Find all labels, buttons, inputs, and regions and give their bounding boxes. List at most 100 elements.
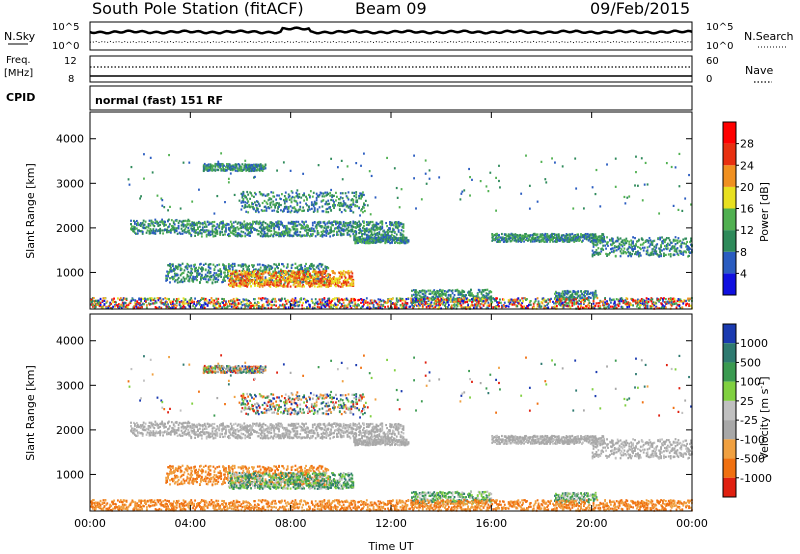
power-cell bbox=[244, 281, 247, 284]
power-cell bbox=[91, 304, 94, 307]
power-cell bbox=[380, 299, 383, 303]
power-cell bbox=[260, 164, 263, 167]
power-cell bbox=[252, 226, 254, 230]
power-cell bbox=[244, 235, 247, 238]
power-cell bbox=[330, 282, 333, 285]
power-cell bbox=[335, 221, 337, 225]
power-cell bbox=[288, 277, 291, 280]
power-cell bbox=[671, 245, 674, 248]
power-cell bbox=[242, 168, 245, 172]
power-cell bbox=[429, 289, 432, 292]
power-cell bbox=[280, 269, 282, 273]
power-cell bbox=[187, 270, 190, 274]
power-cell bbox=[277, 220, 279, 223]
power-cell bbox=[319, 225, 322, 228]
power-cell bbox=[232, 279, 235, 282]
power-cell bbox=[200, 268, 203, 271]
power-cell bbox=[227, 228, 230, 231]
power-cell bbox=[183, 231, 186, 234]
nsearch-label: N.Search bbox=[744, 30, 794, 43]
power-cell bbox=[442, 289, 444, 292]
power-cell bbox=[274, 271, 277, 274]
power-cell bbox=[352, 283, 355, 286]
power-cell bbox=[352, 225, 355, 229]
power-cell bbox=[301, 220, 304, 223]
power-cell bbox=[271, 283, 274, 286]
power-cell bbox=[272, 222, 275, 225]
power-cell bbox=[263, 280, 266, 284]
power-cell bbox=[308, 279, 311, 282]
power-cell bbox=[254, 273, 257, 276]
power-cell bbox=[169, 228, 172, 232]
power-cell bbox=[173, 280, 176, 283]
power-cell bbox=[328, 273, 331, 276]
power-cell bbox=[383, 230, 386, 233]
power-cell bbox=[166, 278, 169, 282]
power-cell bbox=[254, 268, 257, 271]
power-cell bbox=[177, 276, 180, 279]
power-cell bbox=[267, 282, 270, 285]
power-cell bbox=[283, 230, 286, 233]
power-cell bbox=[248, 165, 251, 168]
power-cell bbox=[307, 228, 309, 231]
power-cell bbox=[134, 228, 136, 231]
power-cell bbox=[257, 277, 260, 280]
power-cell bbox=[318, 282, 321, 285]
power-cell bbox=[240, 280, 243, 283]
power-cell bbox=[603, 237, 606, 240]
power-cell bbox=[607, 241, 609, 244]
power-cell bbox=[347, 222, 350, 225]
power-cell bbox=[225, 165, 227, 169]
power-cell bbox=[169, 268, 171, 271]
power-cell bbox=[154, 232, 157, 235]
power-cell bbox=[317, 221, 320, 224]
power-cell bbox=[222, 280, 224, 283]
power-cell bbox=[334, 281, 336, 284]
power-cell bbox=[280, 280, 282, 283]
power-cell bbox=[149, 232, 152, 235]
power-cell bbox=[257, 271, 260, 274]
power-cell bbox=[207, 263, 210, 266]
power-cell bbox=[443, 290, 446, 293]
power-cell bbox=[283, 279, 286, 282]
power-cell bbox=[234, 272, 237, 275]
power-cell bbox=[286, 263, 289, 266]
power-cell bbox=[156, 229, 159, 233]
freq-panel: Freq. [MHz] 12 8 60 0 Nave bbox=[4, 55, 773, 85]
power-cell bbox=[296, 224, 299, 227]
power-cell bbox=[470, 294, 472, 297]
power-cell bbox=[244, 275, 247, 279]
power-cell bbox=[261, 272, 264, 275]
power-cell bbox=[364, 237, 367, 240]
power-cell bbox=[348, 233, 351, 236]
power-cell bbox=[305, 278, 307, 281]
power-cell bbox=[254, 163, 257, 166]
power-cell bbox=[153, 302, 156, 305]
power-cell bbox=[178, 300, 181, 304]
power-cell bbox=[165, 279, 168, 282]
power-cell bbox=[190, 233, 193, 237]
power-cell bbox=[262, 167, 265, 170]
power-cell bbox=[223, 276, 225, 279]
power-cell bbox=[367, 231, 370, 234]
power-cell bbox=[324, 300, 327, 304]
power-cell bbox=[220, 270, 223, 273]
power-cell bbox=[330, 226, 333, 230]
power-cell bbox=[266, 223, 269, 226]
power-cell bbox=[110, 302, 113, 306]
power-cell bbox=[196, 303, 198, 306]
power-cell bbox=[170, 219, 173, 222]
power-cell bbox=[279, 232, 281, 235]
power-cell bbox=[338, 230, 341, 233]
power-cell bbox=[253, 268, 255, 271]
power-cell bbox=[350, 228, 353, 231]
power-cell bbox=[295, 274, 298, 277]
power-cell bbox=[175, 301, 178, 305]
power-cell bbox=[284, 232, 287, 235]
power-cell bbox=[358, 224, 360, 227]
power-cell bbox=[213, 299, 216, 302]
power-cell bbox=[273, 282, 276, 285]
power-cell bbox=[591, 255, 594, 258]
power-cell bbox=[365, 233, 368, 237]
